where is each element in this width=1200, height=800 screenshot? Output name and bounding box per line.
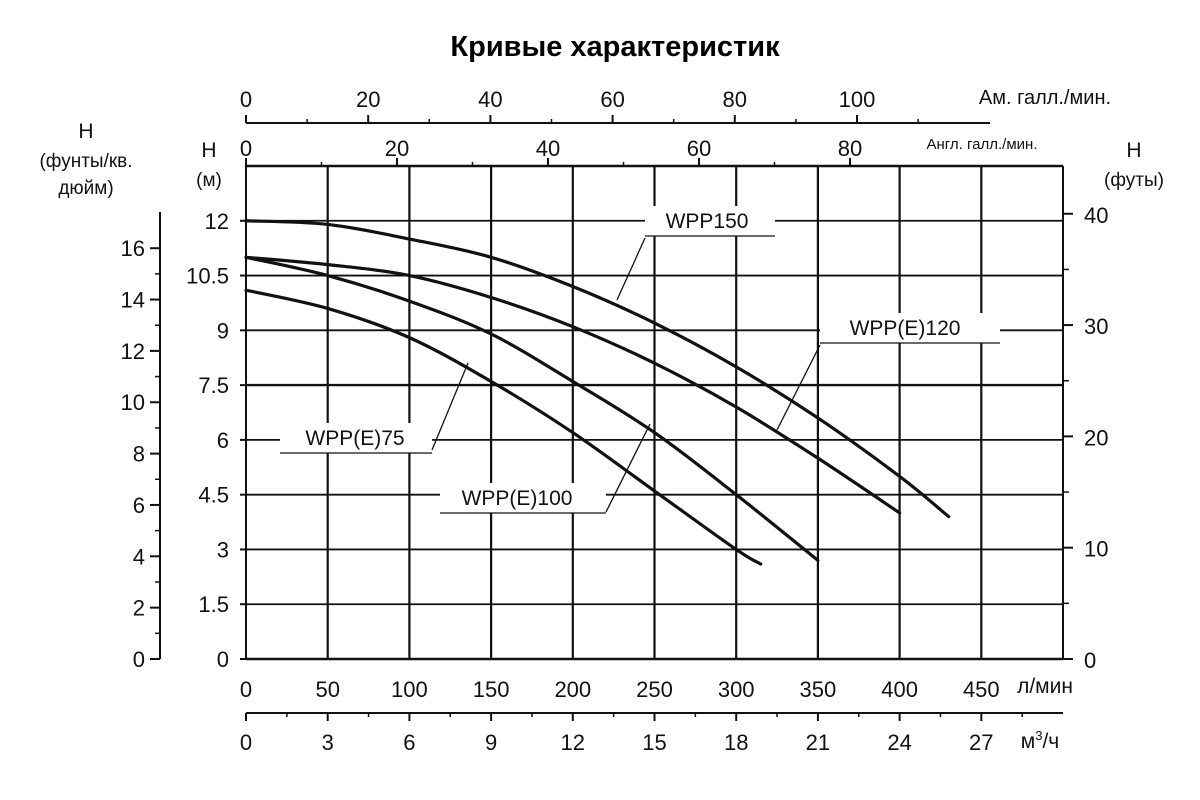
m3h-tick-label-15: 15 — [642, 730, 666, 755]
m3h-tick-label-27: 27 — [969, 730, 993, 755]
curve-labels: WPP(E)75 WPP(E)100 WPP(E)120 WPP150 — [280, 206, 1000, 514]
feet-tick-label-30: 30 — [1084, 314, 1108, 339]
curve-label-bg-wpp150 — [645, 206, 775, 236]
lpm-tick-label-350: 350 — [800, 677, 837, 702]
uk-gpm-axis-label: Англ. галл./мин. — [927, 136, 1038, 153]
us-gpm-tick-label-100: 100 — [839, 87, 876, 112]
psi-axis-label-unit2: дюйм) — [58, 178, 113, 199]
m-tick-label-6: 6 — [217, 428, 229, 453]
psi-tick-label-6: 6 — [133, 493, 145, 518]
curve-label-bg-wppe100 — [440, 483, 606, 513]
lpm-tick-label-250: 250 — [636, 677, 673, 702]
uk-gpm-tick-label-60: 60 — [687, 136, 711, 161]
feet-axis-label-h: H — [1126, 139, 1141, 162]
psi-axis-label-unit1: (фунты/кв. — [39, 151, 132, 172]
m3h-tick-label-3: 3 — [322, 730, 334, 755]
psi-tick-label-12: 12 — [121, 339, 145, 364]
m-tick-label-0: 0 — [217, 647, 229, 672]
lpm-tick-label-150: 150 — [473, 677, 510, 702]
m-axis-label-unit: (м) — [196, 170, 222, 191]
m3h-tick-label-12: 12 — [561, 730, 585, 755]
series-group — [244, 219, 951, 566]
lpm-tick-label-50: 50 — [315, 677, 339, 702]
psi-tick-label-4: 4 — [133, 544, 145, 569]
curve-label-wpp150: WPP150 — [666, 210, 749, 233]
lpm-tick-label-0: 0 — [240, 677, 252, 702]
us-gpm-tick-label-20: 20 — [356, 87, 380, 112]
psi-axis-label-h: H — [78, 120, 93, 143]
m-tick-label-12: 12 — [205, 209, 229, 234]
uk-gpm-tick-label-80: 80 — [838, 136, 862, 161]
curve-leader-line-wppe75 — [431, 362, 469, 451]
psi-tick-label-0: 0 — [133, 647, 145, 672]
curve-leader-line-wppe120 — [776, 344, 821, 431]
curve-label-wppe75: WPP(E)75 — [305, 427, 404, 450]
m-tick-label-1.5: 1.5 — [198, 592, 229, 617]
chart-title: Кривые характеристик — [450, 31, 780, 63]
series-line-wppe75 — [244, 288, 763, 566]
psi-tick-label-16: 16 — [121, 236, 145, 261]
psi-tick-label-10: 10 — [121, 390, 145, 415]
series-line-wpp150 — [244, 219, 951, 519]
feet-tick-label-10: 10 — [1084, 537, 1108, 562]
psi-tick-label-8: 8 — [133, 442, 145, 467]
m-tick-label-7.5: 7.5 — [198, 373, 229, 398]
feet-tick-label-20: 20 — [1084, 425, 1108, 450]
m3h-axis-label: м3/ч — [1021, 728, 1059, 753]
lpm-axis-label: л/мин — [1017, 675, 1073, 698]
m3h-tick-label-9: 9 — [485, 730, 497, 755]
lpm-tick-label-400: 400 — [881, 677, 918, 702]
uk-gpm-tick-label-20: 20 — [385, 136, 409, 161]
m3h-axis-label-base: м — [1021, 730, 1035, 753]
m-tick-label-10.5: 10.5 — [186, 264, 229, 289]
us-gpm-tick-label-0: 0 — [240, 87, 252, 112]
lpm-tick-label-450: 450 — [963, 677, 1000, 702]
m3h-axis-label-tail: /ч — [1042, 730, 1059, 753]
curve-label-bg-wppe120 — [820, 313, 1000, 343]
lpm-tick-label-300: 300 — [718, 677, 755, 702]
curve-label-wppe120: WPP(E)120 — [850, 317, 961, 340]
feet-tick-label-40: 40 — [1084, 203, 1108, 228]
m3h-axis-label-sup: 3 — [1035, 728, 1042, 743]
series-line-wppe120 — [244, 255, 902, 515]
m-axis-label-h: H — [201, 139, 216, 162]
m-tick-label-4.5: 4.5 — [198, 483, 229, 508]
m3h-tick-label-21: 21 — [806, 730, 830, 755]
psi-tick-label-14: 14 — [121, 288, 145, 313]
m3h-tick-label-18: 18 — [724, 730, 748, 755]
lpm-tick-label-100: 100 — [391, 677, 428, 702]
curve-leader-line-wpp150 — [616, 237, 646, 301]
us-gpm-axis-label: Ам. галл./мин. — [979, 87, 1111, 109]
feet-tick-label-0: 0 — [1084, 648, 1096, 673]
uk-gpm-tick-label-40: 40 — [536, 136, 560, 161]
m-tick-label-3: 3 — [217, 537, 229, 562]
curve-label-wppe100: WPP(E)100 — [462, 487, 573, 510]
curve-leader-line-wppe100 — [605, 423, 651, 513]
series-line-wppe100 — [244, 255, 820, 562]
lpm-tick-label-200: 200 — [554, 677, 591, 702]
plot-grid — [246, 166, 1063, 659]
m3h-tick-label-0: 0 — [240, 730, 252, 755]
uk-gpm-tick-label-0: 0 — [240, 136, 252, 161]
us-gpm-tick-label-60: 60 — [600, 87, 624, 112]
feet-axis-label-unit: (футы) — [1104, 170, 1164, 191]
us-gpm-tick-label-40: 40 — [478, 87, 502, 112]
m3h-tick-label-24: 24 — [887, 730, 911, 755]
m3h-tick-label-6: 6 — [403, 730, 415, 755]
us-gpm-tick-label-80: 80 — [723, 87, 747, 112]
curve-label-bg-wppe75 — [280, 423, 432, 453]
m-tick-label-9: 9 — [217, 318, 229, 343]
psi-tick-label-2: 2 — [133, 596, 145, 621]
